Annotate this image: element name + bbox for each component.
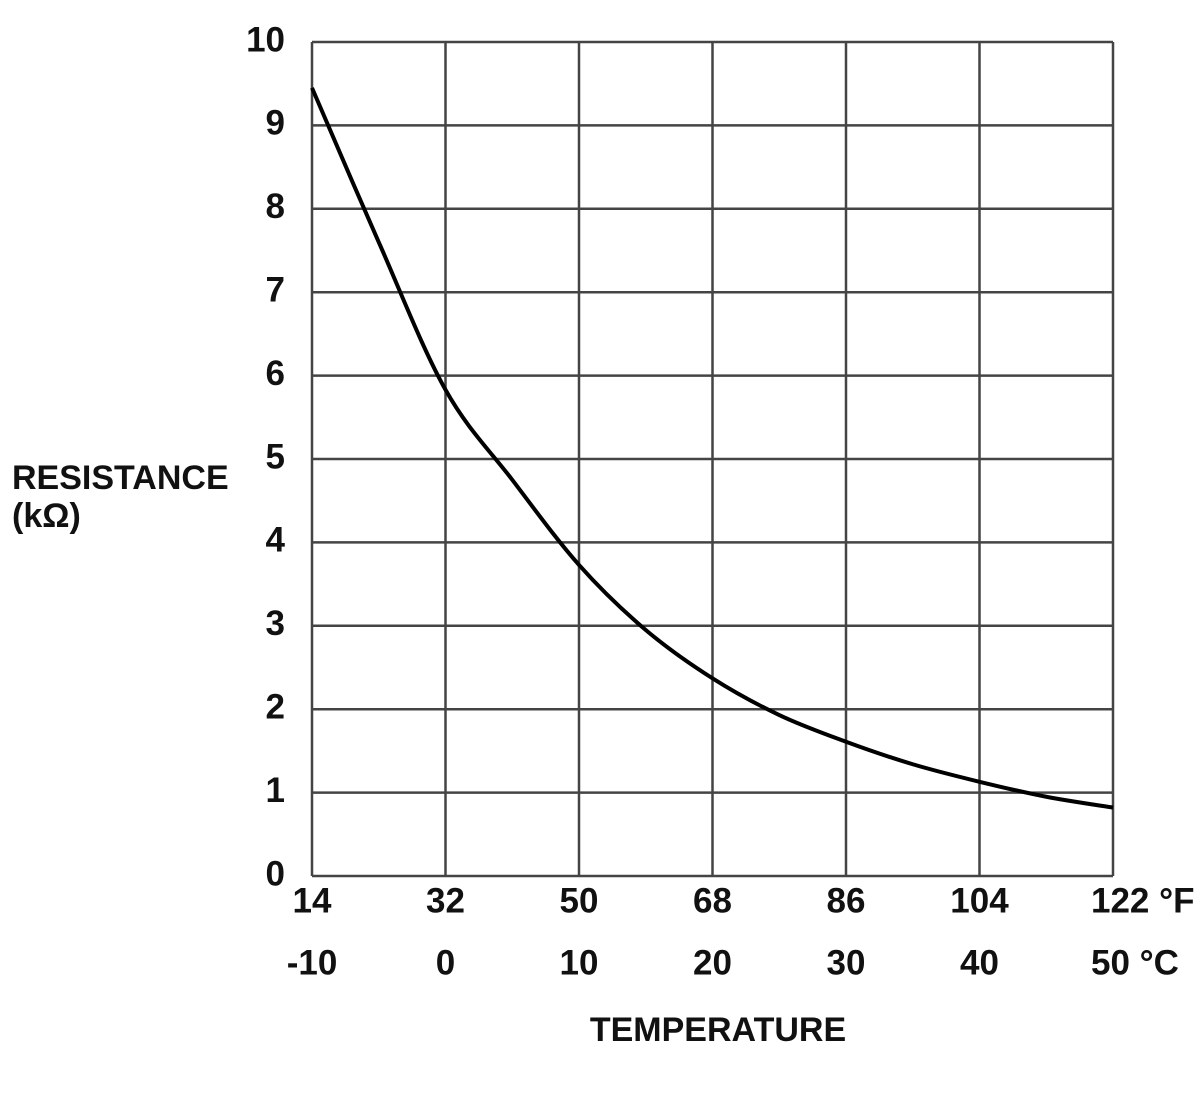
y-tick-label: 8 <box>266 187 285 226</box>
x-tick-label: -10 <box>287 943 338 982</box>
x-tick-label: 40 <box>960 943 999 982</box>
x-tick-label: 0 <box>436 943 455 982</box>
y-tick-label: 3 <box>266 604 285 643</box>
x2-tick-label: 14 <box>293 881 332 920</box>
x2-tick-label: 104 <box>950 881 1009 920</box>
y-tick-label: 2 <box>266 687 285 726</box>
y-axis-unit: (kΩ) <box>12 497 81 535</box>
x2-tick-label: 50 <box>560 881 599 920</box>
y-tick-label: 5 <box>266 437 285 476</box>
x-tick-label: 20 <box>693 943 732 982</box>
y-axis-label: RESISTANCE <box>12 459 229 497</box>
y-tick-label: 7 <box>266 270 285 309</box>
x-axis-label: TEMPERATURE <box>590 1011 846 1049</box>
y-tick-label: 6 <box>266 354 285 393</box>
x-tick-label: 30 <box>827 943 866 982</box>
x-tick-label: 50 °C <box>1091 943 1179 982</box>
y-tick-label: 1 <box>266 771 285 810</box>
x-tick-label: 10 <box>560 943 599 982</box>
y-tick-label: 10 <box>246 20 285 59</box>
x2-tick-label: 122 °F <box>1091 881 1195 920</box>
x2-tick-label: 32 <box>426 881 465 920</box>
y-tick-label: 9 <box>266 104 285 143</box>
y-tick-label: 0 <box>266 854 285 893</box>
data-line <box>310 87 1114 810</box>
y-tick-label: 4 <box>266 521 286 560</box>
x2-tick-label: 68 <box>693 881 732 920</box>
x2-tick-label: 86 <box>827 881 866 920</box>
